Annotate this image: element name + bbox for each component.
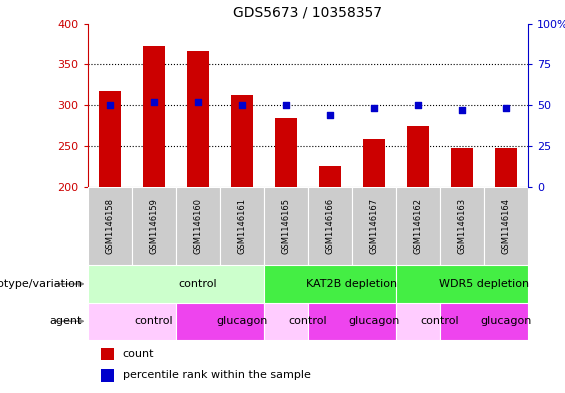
Point xyxy=(325,112,334,118)
Point xyxy=(105,102,114,108)
Text: glucagon: glucagon xyxy=(481,316,532,326)
Text: GSM1146161: GSM1146161 xyxy=(237,198,246,254)
Text: GSM1146165: GSM1146165 xyxy=(281,198,290,254)
Text: agent: agent xyxy=(50,316,82,326)
Point xyxy=(458,107,467,113)
Bar xyxy=(451,147,473,187)
Text: glucagon: glucagon xyxy=(216,316,267,326)
Bar xyxy=(176,187,220,265)
Bar xyxy=(308,187,352,265)
Bar xyxy=(231,95,253,187)
Bar xyxy=(396,187,440,265)
Text: count: count xyxy=(123,349,154,359)
Bar xyxy=(264,303,308,340)
Bar xyxy=(264,187,308,265)
Point xyxy=(370,105,379,112)
Bar xyxy=(495,148,518,187)
Bar xyxy=(132,187,176,265)
Bar xyxy=(264,265,396,303)
Text: percentile rank within the sample: percentile rank within the sample xyxy=(123,370,311,380)
Bar xyxy=(484,187,528,265)
Title: GDS5673 / 10358357: GDS5673 / 10358357 xyxy=(233,6,383,20)
Point xyxy=(502,105,511,112)
Point xyxy=(149,99,158,105)
Bar xyxy=(308,303,396,340)
Text: GSM1146159: GSM1146159 xyxy=(149,198,158,254)
Bar xyxy=(407,125,429,187)
Bar xyxy=(352,187,396,265)
Bar xyxy=(275,118,297,187)
Bar xyxy=(176,303,264,340)
Bar xyxy=(396,265,528,303)
Text: GSM1146160: GSM1146160 xyxy=(193,198,202,254)
Text: GSM1146163: GSM1146163 xyxy=(458,198,467,254)
Text: control: control xyxy=(421,316,459,326)
Text: WDR5 depletion: WDR5 depletion xyxy=(439,279,529,289)
Text: control: control xyxy=(289,316,327,326)
Bar xyxy=(88,265,264,303)
Bar xyxy=(440,303,528,340)
Text: KAT2B depletion: KAT2B depletion xyxy=(306,279,398,289)
Point xyxy=(237,102,246,108)
Point xyxy=(281,102,290,108)
Bar xyxy=(363,139,385,187)
Text: control: control xyxy=(179,279,217,289)
Text: GSM1146162: GSM1146162 xyxy=(414,198,423,254)
Bar xyxy=(101,348,114,360)
Bar xyxy=(396,303,440,340)
Bar xyxy=(220,187,264,265)
Bar xyxy=(98,91,121,187)
Text: control: control xyxy=(134,316,173,326)
Bar xyxy=(319,166,341,187)
Text: genotype/variation: genotype/variation xyxy=(0,279,82,289)
Bar xyxy=(186,51,209,187)
Text: GSM1146158: GSM1146158 xyxy=(105,198,114,254)
Text: GSM1146164: GSM1146164 xyxy=(502,198,511,254)
Bar xyxy=(142,46,165,187)
Bar xyxy=(88,303,176,340)
Text: GSM1146166: GSM1146166 xyxy=(325,198,334,254)
Text: glucagon: glucagon xyxy=(349,316,399,326)
Bar xyxy=(88,187,132,265)
Bar xyxy=(440,187,484,265)
Text: GSM1146167: GSM1146167 xyxy=(370,198,379,254)
Bar xyxy=(101,369,114,382)
Point xyxy=(414,102,423,108)
Point xyxy=(193,99,202,105)
